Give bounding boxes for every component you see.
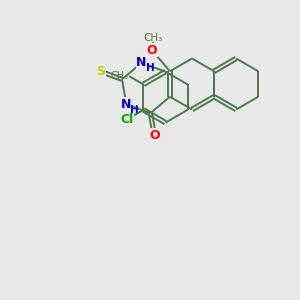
Text: O: O	[149, 129, 160, 142]
Text: N: N	[121, 98, 132, 111]
Text: H: H	[146, 63, 154, 73]
Text: Cl: Cl	[120, 113, 133, 126]
Text: CH₃: CH₃	[110, 70, 128, 80]
Text: H: H	[130, 105, 139, 115]
Text: N: N	[136, 56, 147, 69]
Text: S: S	[96, 65, 105, 78]
Text: O: O	[147, 44, 157, 57]
Text: CH₃: CH₃	[144, 33, 163, 43]
